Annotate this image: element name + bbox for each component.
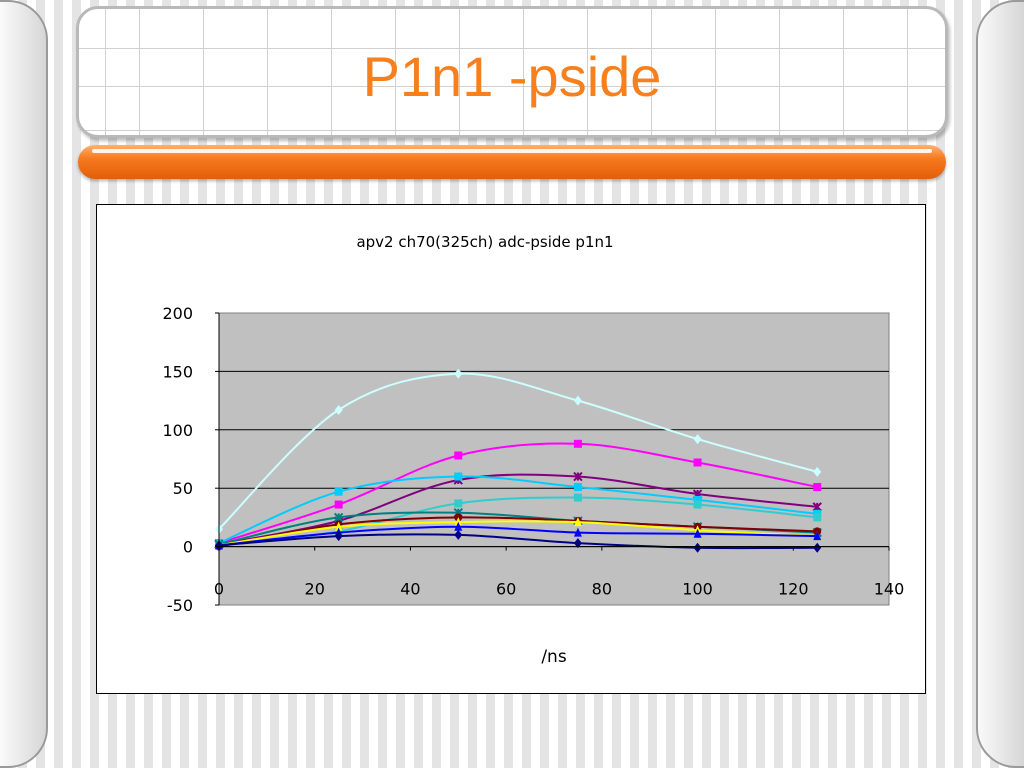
data-point [573,493,582,502]
data-point [573,439,582,448]
series-line [218,520,818,547]
data-point [813,513,822,522]
series-line [218,533,818,550]
data-point [693,500,702,509]
data-point [334,500,343,509]
data-point [454,499,463,508]
title-panel [76,6,948,138]
data-point [573,517,582,527]
right-decorative-bar [976,0,1024,768]
plot-area [218,312,890,606]
y-tick-label: 200 [162,304,193,323]
x-tick-label: 80 [592,580,612,599]
x-tick-label: 120 [778,580,809,599]
data-point [693,458,702,467]
data-point [334,404,343,415]
data-point [454,521,463,531]
y-tick-label: 0 [183,538,193,557]
data-point [454,472,463,481]
slide-title: P1n1 -pside [362,45,662,108]
data-point [813,531,822,541]
y-tick-label: 100 [162,421,193,440]
data-point [573,527,582,537]
x-tick-label: 0 [214,580,224,599]
x-axis-label: /ns [541,647,567,667]
series-line [218,516,818,548]
data-point [693,434,702,445]
data-point [812,502,822,512]
data-point [454,517,463,527]
series-line [218,372,818,530]
data-point [693,495,702,504]
data-point [454,368,463,379]
accent-bar [78,145,946,179]
y-tick-label: 150 [162,362,193,381]
y-tick-label: -50 [167,596,193,615]
data-point [334,521,343,531]
data-point [693,528,702,538]
data-point [813,542,822,553]
left-decorative-bar [0,0,48,768]
series-line [218,525,818,547]
x-tick-label: 20 [305,580,325,599]
data-point [333,512,344,523]
data-point [813,466,822,477]
y-tick-label: 50 [173,479,193,498]
data-point [573,483,582,492]
data-point [334,487,343,496]
series-line [218,475,818,545]
axes: 200 150 100 50 0 -50 0 20 40 60 80 100 120 140 [162,304,904,615]
chart-frame: apv2 ch70(325ch) adc-pside p1n1 200 150 10… [96,204,926,694]
line-chart: apv2 ch70(325ch) adc-pside p1n1 20015010… [162,233,904,667]
data-point [334,531,343,542]
series-line [218,473,818,546]
x-tick-label: 100 [682,580,713,599]
x-tick-label: 140 [874,580,905,599]
data-point [573,471,583,482]
data-point [813,483,822,492]
data-point [573,538,582,549]
x-tick-label: 60 [496,580,516,599]
data-point [573,395,582,406]
x-tick-label: 40 [400,580,420,599]
series-line [218,442,818,545]
data-point [454,529,463,540]
data-point [454,451,463,460]
chart-title: apv2 ch70(325ch) adc-pside p1n1 [356,233,613,251]
